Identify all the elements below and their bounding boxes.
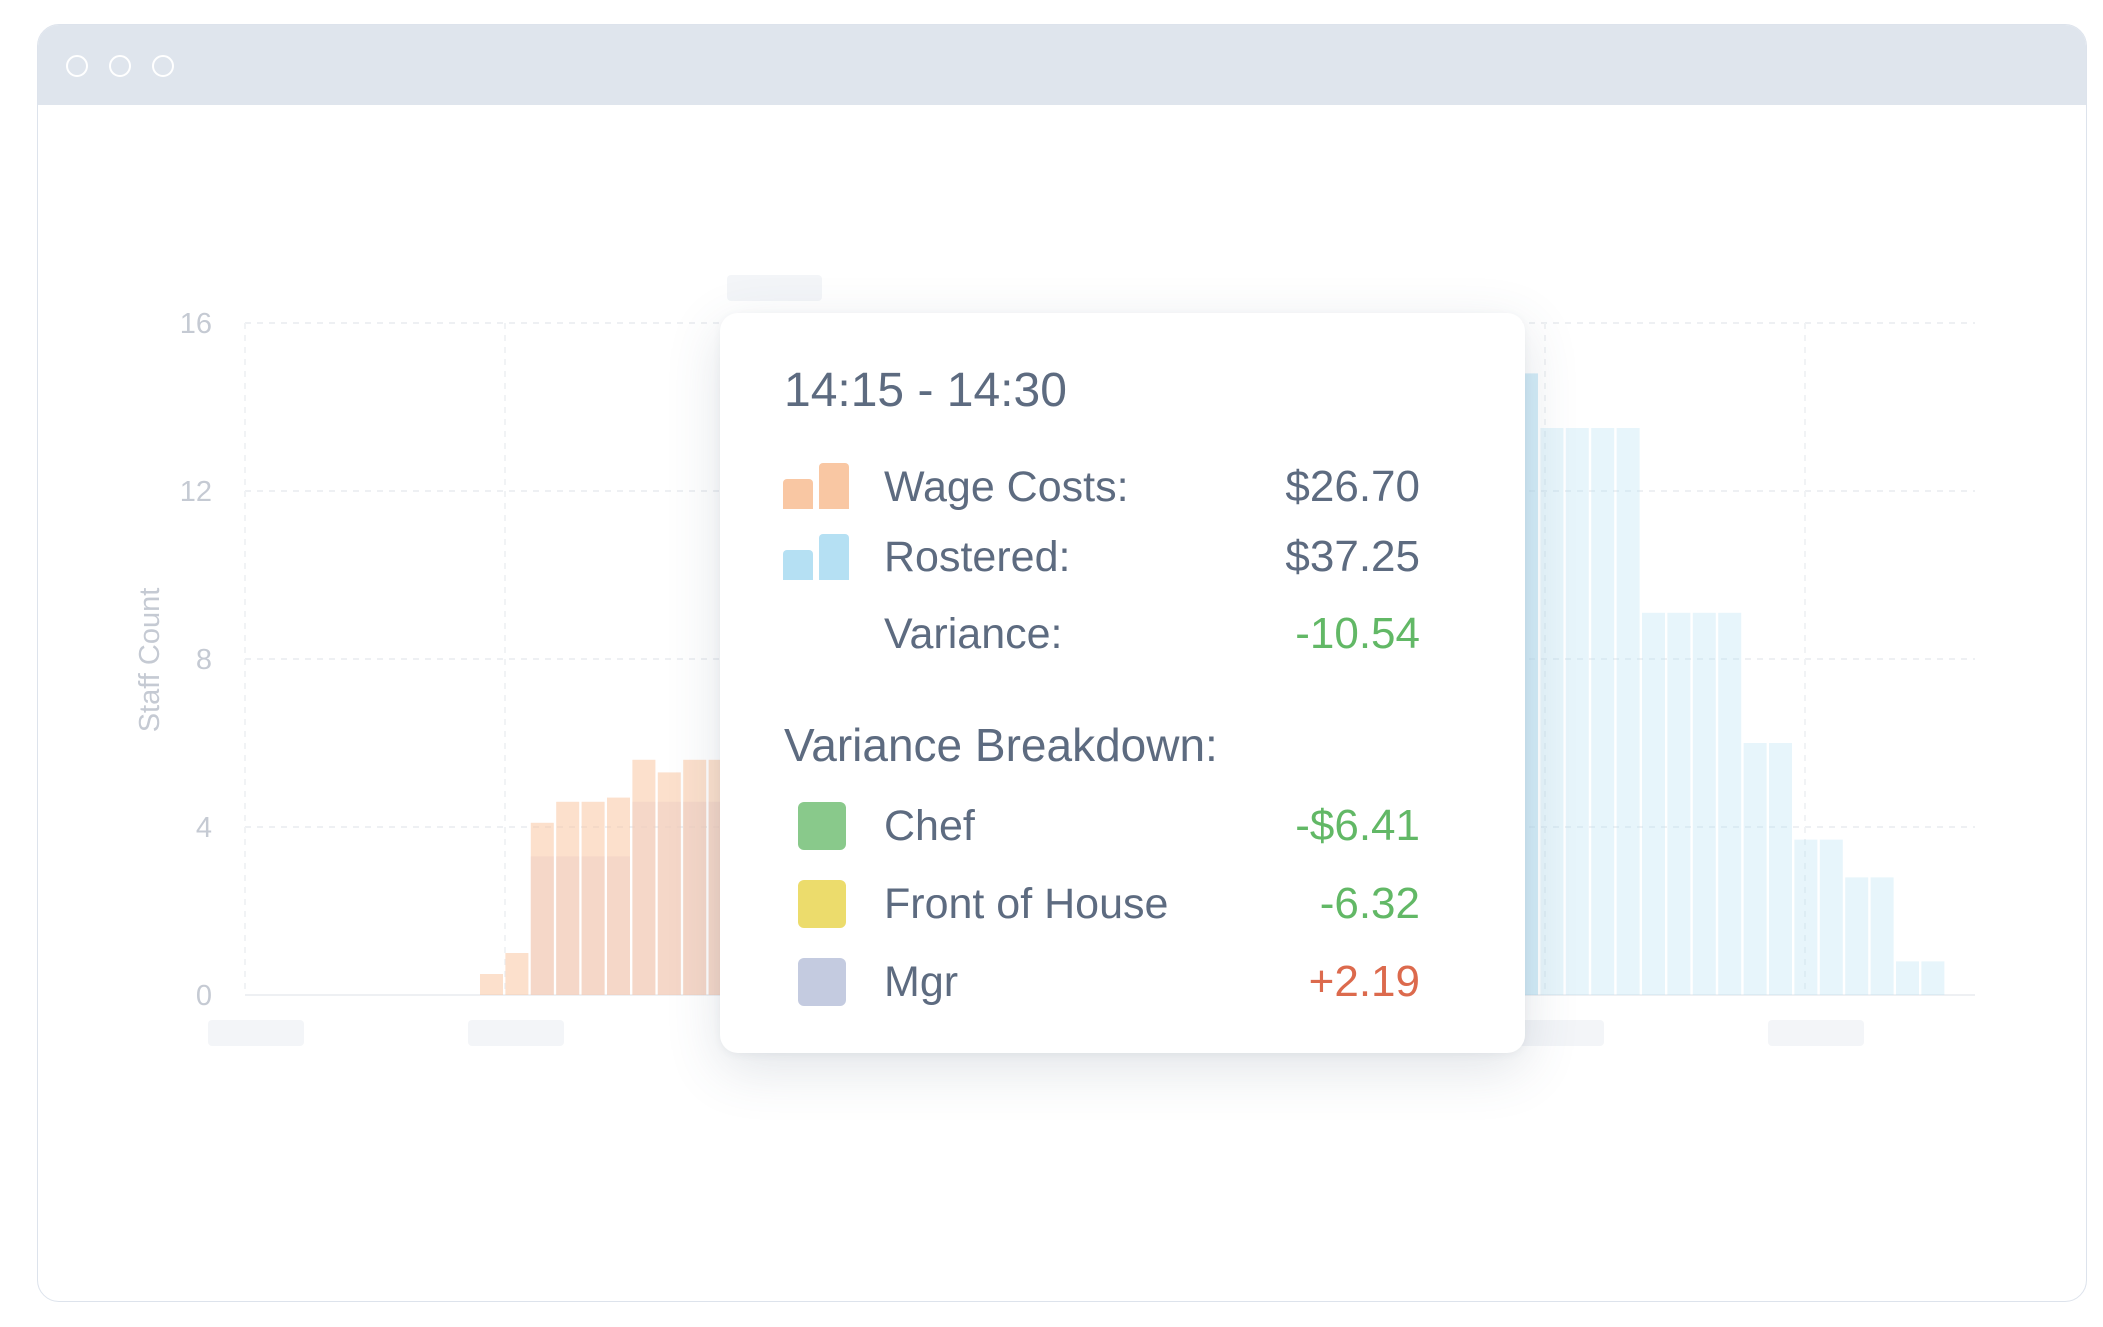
rostered-bar <box>1743 743 1767 995</box>
rostered-bar <box>1667 612 1691 995</box>
app-window <box>37 24 2087 1302</box>
y-tick-label: 4 <box>196 812 212 844</box>
window-minimize-button[interactable] <box>109 55 131 77</box>
rostered-bar <box>1642 612 1665 995</box>
wage-costs-bar-segment <box>581 856 605 995</box>
chart-header-placeholder <box>727 275 822 301</box>
y-axis-ticks: 0 4 8 12 16 <box>180 308 212 1012</box>
rostered-bar <box>1794 839 1818 995</box>
rostered-bar <box>1819 839 1843 995</box>
wage-costs-bar-segment <box>530 856 554 995</box>
variance-label: Variance: <box>884 610 1063 658</box>
rostered-bar <box>1870 877 1894 995</box>
variance-value: -10.54 <box>1295 609 1420 658</box>
x-axis-label-placeholder <box>208 1020 304 1046</box>
chef-swatch <box>798 802 846 850</box>
variance-breakdown-title: Variance Breakdown: <box>784 719 1218 771</box>
rostered-label: Rostered: <box>884 533 1071 581</box>
wage-costs-bar-segment <box>556 856 580 995</box>
y-tick-label: 0 <box>196 980 212 1012</box>
wage-costs-bar <box>480 974 503 995</box>
rostered-bar <box>1692 612 1716 995</box>
tooltip-time-range: 14:15 - 14:30 <box>784 364 1067 417</box>
wage-costs-bar-segment <box>657 801 681 995</box>
rostered-bar <box>1591 428 1615 995</box>
x-axis-label-placeholder <box>1768 1020 1864 1046</box>
chef-label: Chef <box>884 802 975 850</box>
chart-bars <box>480 373 1945 995</box>
wage-costs-bar-segment <box>607 856 630 995</box>
rostered-bar <box>1718 612 1742 995</box>
blue-bars-icon <box>783 532 851 580</box>
wage-costs-bar <box>505 953 529 995</box>
wage-costs-value: $26.70 <box>1285 462 1420 511</box>
rostered-value: $37.25 <box>1285 532 1420 581</box>
y-axis-title: Staff Count <box>134 588 166 733</box>
x-axis-label-placeholder <box>468 1020 564 1046</box>
mgr-swatch <box>798 958 846 1006</box>
rostered-bar <box>1616 428 1640 995</box>
window-titlebar <box>38 25 2086 105</box>
wage-costs-label: Wage Costs: <box>884 463 1129 511</box>
front-of-house-swatch <box>798 880 846 928</box>
rostered-bar <box>1769 743 1792 995</box>
x-axis-label-placeholder <box>1508 1020 1604 1046</box>
wage-costs-bar-segment <box>632 801 656 995</box>
front-of-house-label: Front of House <box>884 880 1169 928</box>
rostered-bar <box>1845 877 1869 995</box>
front-of-house-value: -6.32 <box>1319 879 1420 928</box>
wage-costs-bar-segment <box>683 801 707 995</box>
y-tick-label: 16 <box>180 308 212 340</box>
y-tick-label: 12 <box>180 476 212 508</box>
window-maximize-button[interactable] <box>152 55 174 77</box>
mgr-label: Mgr <box>884 958 959 1006</box>
window-close-button[interactable] <box>66 55 88 77</box>
mgr-value: +2.19 <box>1308 957 1420 1006</box>
rostered-bar <box>1921 961 1945 995</box>
chart-tooltip: 14:15 - 14:30 Wage Costs: $26.70 Rostere… <box>720 313 1525 1053</box>
rostered-bar <box>1565 428 1589 995</box>
chef-value: -$6.41 <box>1295 801 1420 850</box>
orange-bars-icon <box>783 461 851 509</box>
rostered-bar <box>1540 428 1564 995</box>
rostered-bar <box>1896 961 1919 995</box>
y-tick-label: 8 <box>196 644 212 676</box>
